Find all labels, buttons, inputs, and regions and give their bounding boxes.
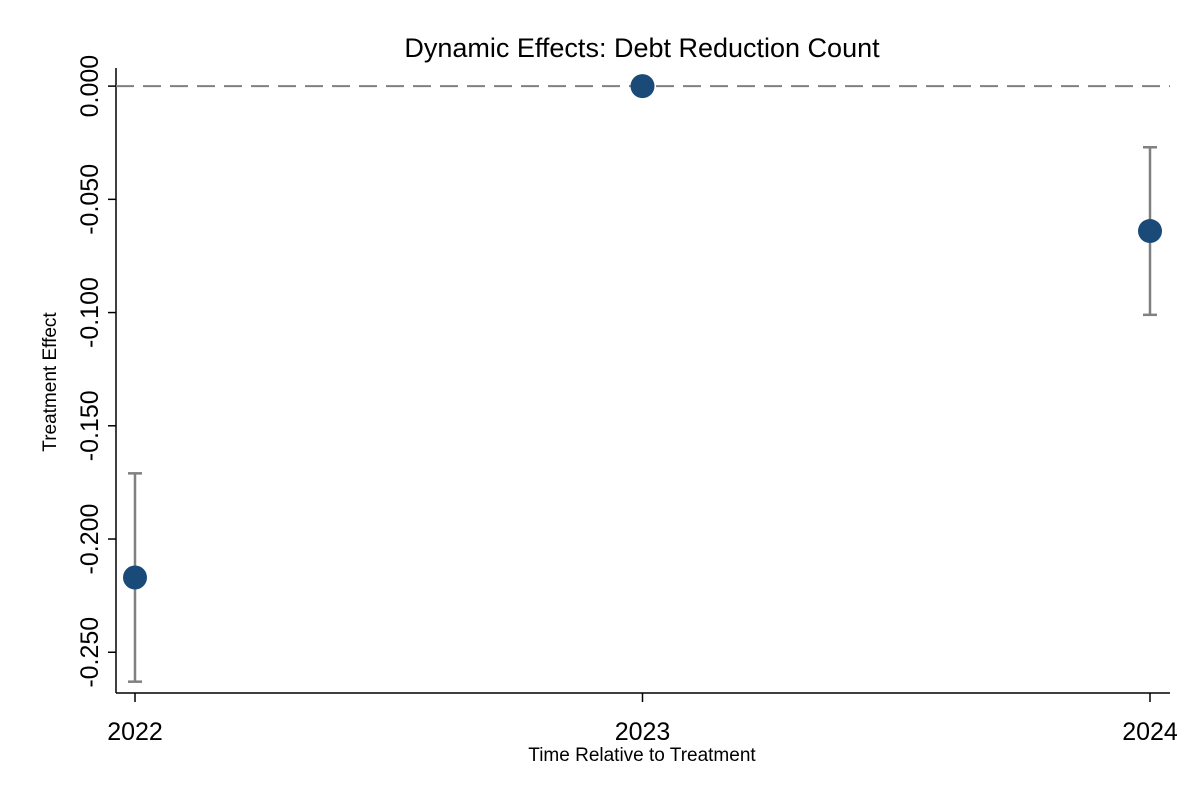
point-marker-2023: [630, 74, 655, 99]
y-axis-label: Treatment Effect: [40, 312, 61, 452]
point-marker-2022: [123, 565, 147, 590]
point-markers: [123, 74, 1162, 590]
y-tick-label: -0.050: [76, 164, 104, 235]
x-tick-label: 2022: [107, 718, 163, 746]
x-tick-label: 2024: [1122, 718, 1178, 746]
y-tick-label: -0.100: [76, 277, 104, 348]
plot-area: 0.000 -0.050 -0.100 -0.150 -0.200 -0.250 2022…: [76, 55, 1178, 746]
y-tick-label: -0.250: [76, 617, 104, 688]
y-ticks: 0.000 -0.050 -0.100 -0.150 -0.200 -0.250: [76, 55, 116, 688]
y-tick-label: 0.000: [76, 55, 104, 118]
error-bars: [128, 146, 1157, 683]
x-ticks: 2022 2023 2024: [107, 693, 1178, 746]
x-axis-label: Time Relative to Treatment: [528, 745, 756, 766]
point-marker-2024: [1138, 219, 1162, 244]
y-tick-label: -0.200: [76, 504, 104, 575]
chart-title: Dynamic Effects: Debt Reduction Count: [404, 33, 880, 63]
x-tick-label: 2023: [615, 718, 671, 746]
y-tick-label: -0.150: [76, 390, 104, 461]
